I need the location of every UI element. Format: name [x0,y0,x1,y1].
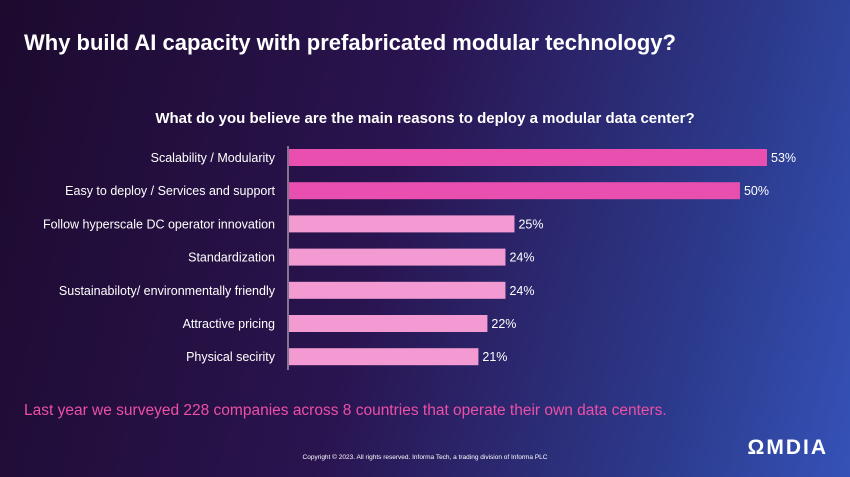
bar [289,149,767,166]
value-label: 25% [518,217,543,231]
bar [289,348,479,366]
value-label: 50% [744,184,769,198]
bar [289,248,506,266]
category-label: Easy to deploy / Services and support [65,184,275,198]
value-label: 53% [771,151,796,165]
category-label: Follow hyperscale DC operator innovation [43,217,275,231]
chart-title: What do you believe are the main reasons… [155,110,695,127]
value-label: 24% [509,284,534,298]
category-label: Attractive pricing [183,317,275,331]
category-label: Physical secirity [186,350,276,364]
value-label: 21% [482,350,507,364]
page-title: Why build AI capacity with prefabricated… [24,30,676,55]
category-label: Standardization [188,251,275,265]
bar [289,215,515,233]
omdia-logo: ΩMDIA [747,436,828,459]
value-label: 24% [509,251,534,265]
bar [289,315,488,332]
category-label: Scalability / Modularity [151,151,276,165]
bar [289,281,506,299]
bar [289,182,740,200]
survey-footnote: Last year we surveyed 228 companies acro… [24,402,667,419]
category-label: Sustainabiloty/ environmentally friendly [59,284,276,298]
copyright-text: Copyright © 2023. All rights reserved. I… [302,454,548,461]
value-label: 22% [491,317,516,331]
